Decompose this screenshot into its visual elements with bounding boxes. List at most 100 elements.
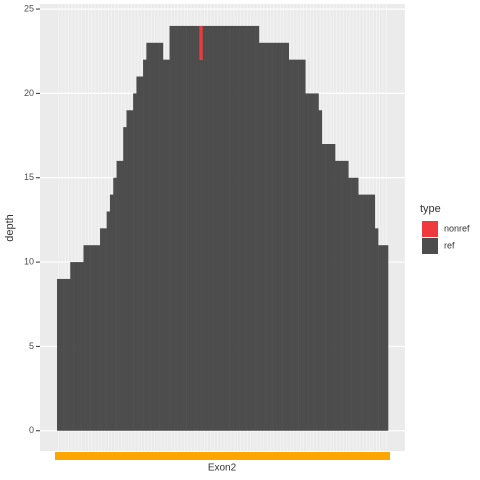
bar (348, 177, 352, 431)
bar (202, 25, 207, 431)
bar (70, 262, 74, 431)
bar (100, 228, 104, 431)
bar (169, 25, 174, 431)
bar (282, 42, 286, 431)
bar (80, 262, 84, 431)
bar (63, 278, 68, 431)
bar (139, 76, 144, 431)
bar (381, 245, 385, 431)
bar (239, 25, 243, 431)
bar (212, 25, 217, 431)
bar (242, 25, 246, 431)
bar (199, 25, 203, 60)
bar (344, 160, 349, 431)
bar (60, 278, 64, 431)
bar (156, 42, 160, 431)
bar (262, 42, 266, 431)
bar (325, 144, 329, 431)
bar (103, 228, 107, 431)
bar (192, 25, 197, 431)
bar (371, 194, 376, 431)
y-tick-label: 20 (24, 88, 34, 98)
y-tick-label: 5 (29, 341, 34, 351)
bar (278, 42, 283, 431)
bar (292, 59, 296, 431)
y-tick-label: 15 (24, 172, 34, 182)
bar (146, 42, 150, 431)
bar (232, 25, 237, 431)
bar (189, 25, 194, 431)
bar (288, 59, 293, 431)
bar (328, 144, 333, 431)
bar (351, 177, 356, 431)
bar (205, 25, 210, 431)
bar (109, 194, 114, 431)
bar (335, 160, 339, 431)
legend-label: nonref (444, 223, 470, 233)
bar (318, 110, 323, 431)
bar (285, 42, 289, 431)
bar (229, 25, 233, 431)
bar (364, 194, 369, 431)
bar (331, 144, 336, 431)
bar (133, 93, 137, 431)
exon-label: Exon2 (208, 463, 237, 474)
bar (321, 144, 326, 431)
bar (338, 160, 342, 431)
bar (341, 160, 346, 431)
bar (368, 194, 372, 431)
bar (123, 127, 127, 431)
bar (209, 25, 213, 431)
y-tick-label: 0 (29, 425, 34, 435)
bar (215, 25, 220, 431)
bar (222, 25, 227, 431)
legend-label: ref (444, 240, 455, 250)
y-axis-title: depth (4, 214, 16, 242)
legend: nonref ref (422, 221, 470, 254)
bar (235, 25, 240, 431)
bar (225, 25, 230, 431)
bar (245, 25, 250, 431)
bar (315, 93, 319, 431)
legend-key (422, 221, 438, 237)
bar (152, 42, 157, 431)
bar (258, 42, 263, 431)
bar (374, 228, 379, 431)
bar (255, 25, 260, 431)
bar (86, 245, 91, 431)
bar (268, 42, 273, 431)
bar (90, 245, 94, 431)
bar (126, 110, 131, 431)
bar (159, 42, 164, 431)
bars (57, 25, 389, 431)
y-tick-label: 25 (24, 3, 34, 13)
bar (298, 59, 303, 431)
bar (93, 245, 98, 431)
bar (136, 76, 141, 431)
bar (96, 245, 101, 431)
bar (172, 25, 177, 431)
bar (378, 245, 382, 431)
bar (384, 245, 389, 431)
bar (66, 278, 71, 431)
bar (305, 93, 309, 431)
legend-key (422, 238, 438, 254)
bar (354, 177, 359, 431)
bar (116, 160, 121, 431)
bar (196, 25, 200, 431)
bar (308, 93, 313, 431)
bar (311, 93, 316, 431)
bar (166, 59, 170, 431)
bar (265, 42, 270, 431)
bar (275, 42, 280, 431)
bar (295, 59, 299, 431)
bar (358, 194, 362, 431)
bar (182, 25, 187, 431)
bar (301, 59, 306, 431)
bar (162, 59, 167, 431)
bar (252, 25, 256, 431)
bar (57, 278, 61, 431)
bar (179, 25, 184, 431)
bar (76, 262, 81, 431)
